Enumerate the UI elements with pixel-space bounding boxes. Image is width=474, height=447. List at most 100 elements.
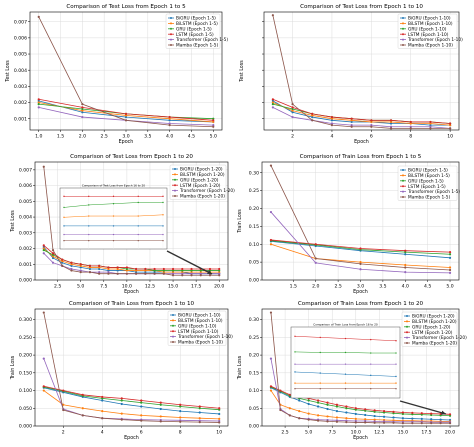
data-point xyxy=(354,421,357,424)
data-point xyxy=(181,274,184,277)
data-point xyxy=(448,271,452,274)
data-point xyxy=(81,393,84,396)
legend-label: Transformer (Epoch 1-10) xyxy=(177,334,233,340)
data-point xyxy=(153,271,156,274)
data-point xyxy=(208,274,212,277)
series-line xyxy=(43,249,220,271)
data-point xyxy=(271,106,274,109)
y-tick-label: 0.005 xyxy=(14,52,27,58)
data-point xyxy=(159,407,162,411)
data-point xyxy=(144,272,147,275)
data-point xyxy=(420,417,423,421)
inset-data-point xyxy=(63,225,65,227)
data-point xyxy=(153,269,156,272)
x-tick-label: 17.5 xyxy=(421,430,431,436)
inset-data-point xyxy=(294,382,296,384)
legend-label: GRU (Epoch 1-5) xyxy=(176,26,212,32)
legend-box xyxy=(169,164,227,200)
chart-title: Comparison of Test Loss from Epoch 1 to … xyxy=(300,4,423,10)
y-tick-label: 0.002 xyxy=(14,100,27,106)
data-point xyxy=(70,267,73,271)
data-point xyxy=(42,389,45,392)
data-point xyxy=(116,269,119,272)
y-axis-label: Test Loss xyxy=(5,60,11,83)
data-point xyxy=(448,253,452,256)
series-line xyxy=(43,358,220,422)
data-point xyxy=(107,267,110,271)
data-point xyxy=(218,269,221,272)
inset-data-point xyxy=(88,204,90,206)
data-point xyxy=(345,421,348,424)
data-point xyxy=(364,418,367,421)
data-point xyxy=(269,164,273,167)
data-point xyxy=(307,418,310,421)
inset-chart: Comparison of Test Loss from Epoch 16 to… xyxy=(59,184,213,275)
data-point xyxy=(98,264,101,267)
data-point xyxy=(198,405,201,408)
x-tick-label: 1.0 xyxy=(35,134,42,140)
legend-label: BiGRU (Epoch 1-20) xyxy=(412,314,455,320)
data-point xyxy=(373,418,376,421)
data-point xyxy=(116,266,119,269)
legend-label: GRU (Epoch 1-5) xyxy=(408,178,444,184)
data-point xyxy=(199,272,202,275)
data-point xyxy=(79,269,82,272)
legend-marker xyxy=(172,319,174,322)
x-tick-label: 5.0 xyxy=(210,134,217,140)
legend-marker xyxy=(170,27,172,30)
data-point xyxy=(70,269,73,272)
data-point xyxy=(218,274,221,277)
data-point xyxy=(288,407,291,410)
x-tick-label: 2.5 xyxy=(101,134,108,140)
data-point xyxy=(42,252,45,255)
inset-data-point xyxy=(319,336,321,339)
data-point xyxy=(448,266,452,269)
series-line xyxy=(272,98,451,124)
y-axis-label: Train Loss xyxy=(237,355,243,380)
data-point xyxy=(373,414,376,418)
data-point xyxy=(350,120,353,124)
y-tick-label: 0.007 xyxy=(19,167,32,173)
data-point xyxy=(269,210,273,214)
legend-label: Transformer (Epoch 1-20) xyxy=(179,188,235,194)
data-point xyxy=(120,412,123,415)
legend-label: LSTM (Epoch 1-10) xyxy=(178,329,219,335)
data-point xyxy=(382,415,386,418)
x-tick-label: 20.0 xyxy=(445,430,455,436)
x-tick-label: 7.5 xyxy=(329,430,336,436)
data-point xyxy=(389,120,393,124)
data-point xyxy=(359,261,362,264)
data-point xyxy=(79,263,82,266)
data-point xyxy=(311,119,314,122)
legend: BiGRU (Epoch 1-5)BiLSTM (Epoch 1-5)GRU (… xyxy=(397,165,460,201)
data-point xyxy=(81,109,84,112)
inset-arrow xyxy=(166,250,213,275)
legend-marker xyxy=(402,185,404,188)
data-point xyxy=(439,412,442,416)
data-point xyxy=(392,416,395,419)
y-tick-label: 0.004 xyxy=(19,215,32,221)
data-point xyxy=(198,411,201,414)
inset-data-point xyxy=(344,388,347,390)
y-tick-label: 0.001 xyxy=(14,116,27,122)
y-tick-label: 0.05 xyxy=(249,260,259,266)
data-point xyxy=(271,98,274,101)
legend: BiGRU (Epoch 1-10)BiLSTM (Epoch 1-10)GRU… xyxy=(397,13,463,49)
data-point xyxy=(316,401,320,404)
data-point xyxy=(392,410,395,413)
x-tick-label: 2 xyxy=(291,134,294,140)
x-tick-label: 15.0 xyxy=(398,430,408,436)
data-point xyxy=(354,407,357,410)
data-point xyxy=(171,269,175,272)
inset-data-point xyxy=(112,203,115,205)
data-point xyxy=(79,271,82,274)
y-tick-label: 0.00 xyxy=(249,424,259,430)
data-point xyxy=(42,244,45,247)
data-point xyxy=(198,421,201,424)
data-point xyxy=(307,399,310,402)
legend-box xyxy=(165,13,221,49)
data-point xyxy=(269,311,273,314)
data-point xyxy=(430,422,433,425)
legend-label: BiLSTM (Epoch 1-20) xyxy=(412,319,457,325)
data-point xyxy=(190,271,193,274)
